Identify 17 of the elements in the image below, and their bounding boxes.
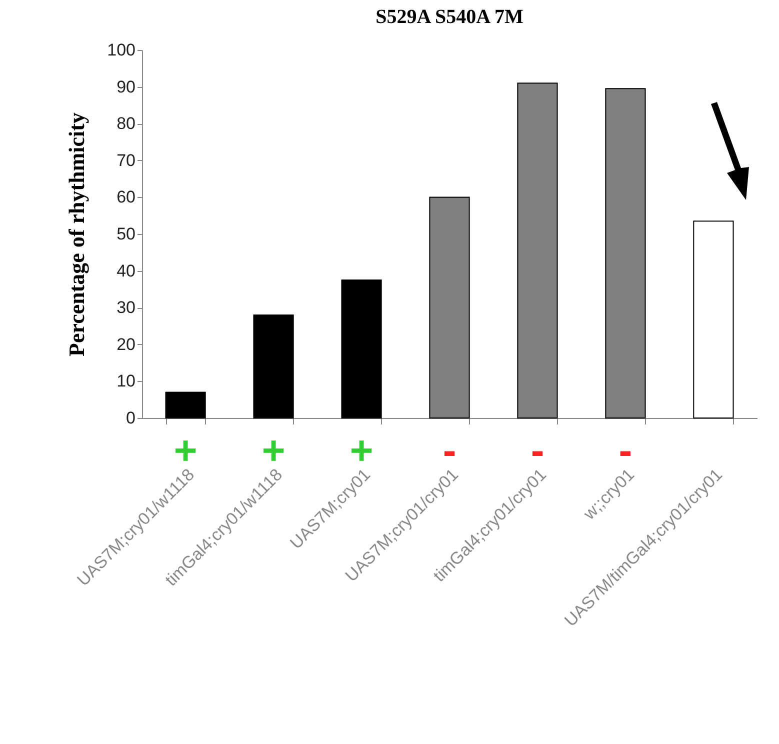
y-tick-label: 30 bbox=[116, 298, 136, 318]
y-tick-label: 60 bbox=[116, 188, 136, 207]
y-tick-label: 0 bbox=[126, 408, 136, 428]
y-tick-label: 80 bbox=[116, 114, 136, 134]
y-tick-label: 20 bbox=[116, 334, 136, 354]
y-tick-label: 70 bbox=[116, 150, 136, 170]
y-tick-label: 90 bbox=[116, 77, 136, 96]
bar bbox=[253, 314, 294, 418]
y-tick-label: 40 bbox=[116, 261, 136, 280]
y-tick-label: 10 bbox=[116, 372, 136, 391]
y-tick-label: 50 bbox=[116, 224, 136, 244]
y-tick-label: 100 bbox=[107, 40, 136, 60]
y-axis-title: Percentage of rhythmicity bbox=[64, 112, 90, 356]
bar bbox=[341, 280, 382, 418]
bar bbox=[165, 392, 206, 418]
bar bbox=[693, 220, 734, 418]
chart-title: S529A S540A 7M bbox=[376, 6, 524, 28]
